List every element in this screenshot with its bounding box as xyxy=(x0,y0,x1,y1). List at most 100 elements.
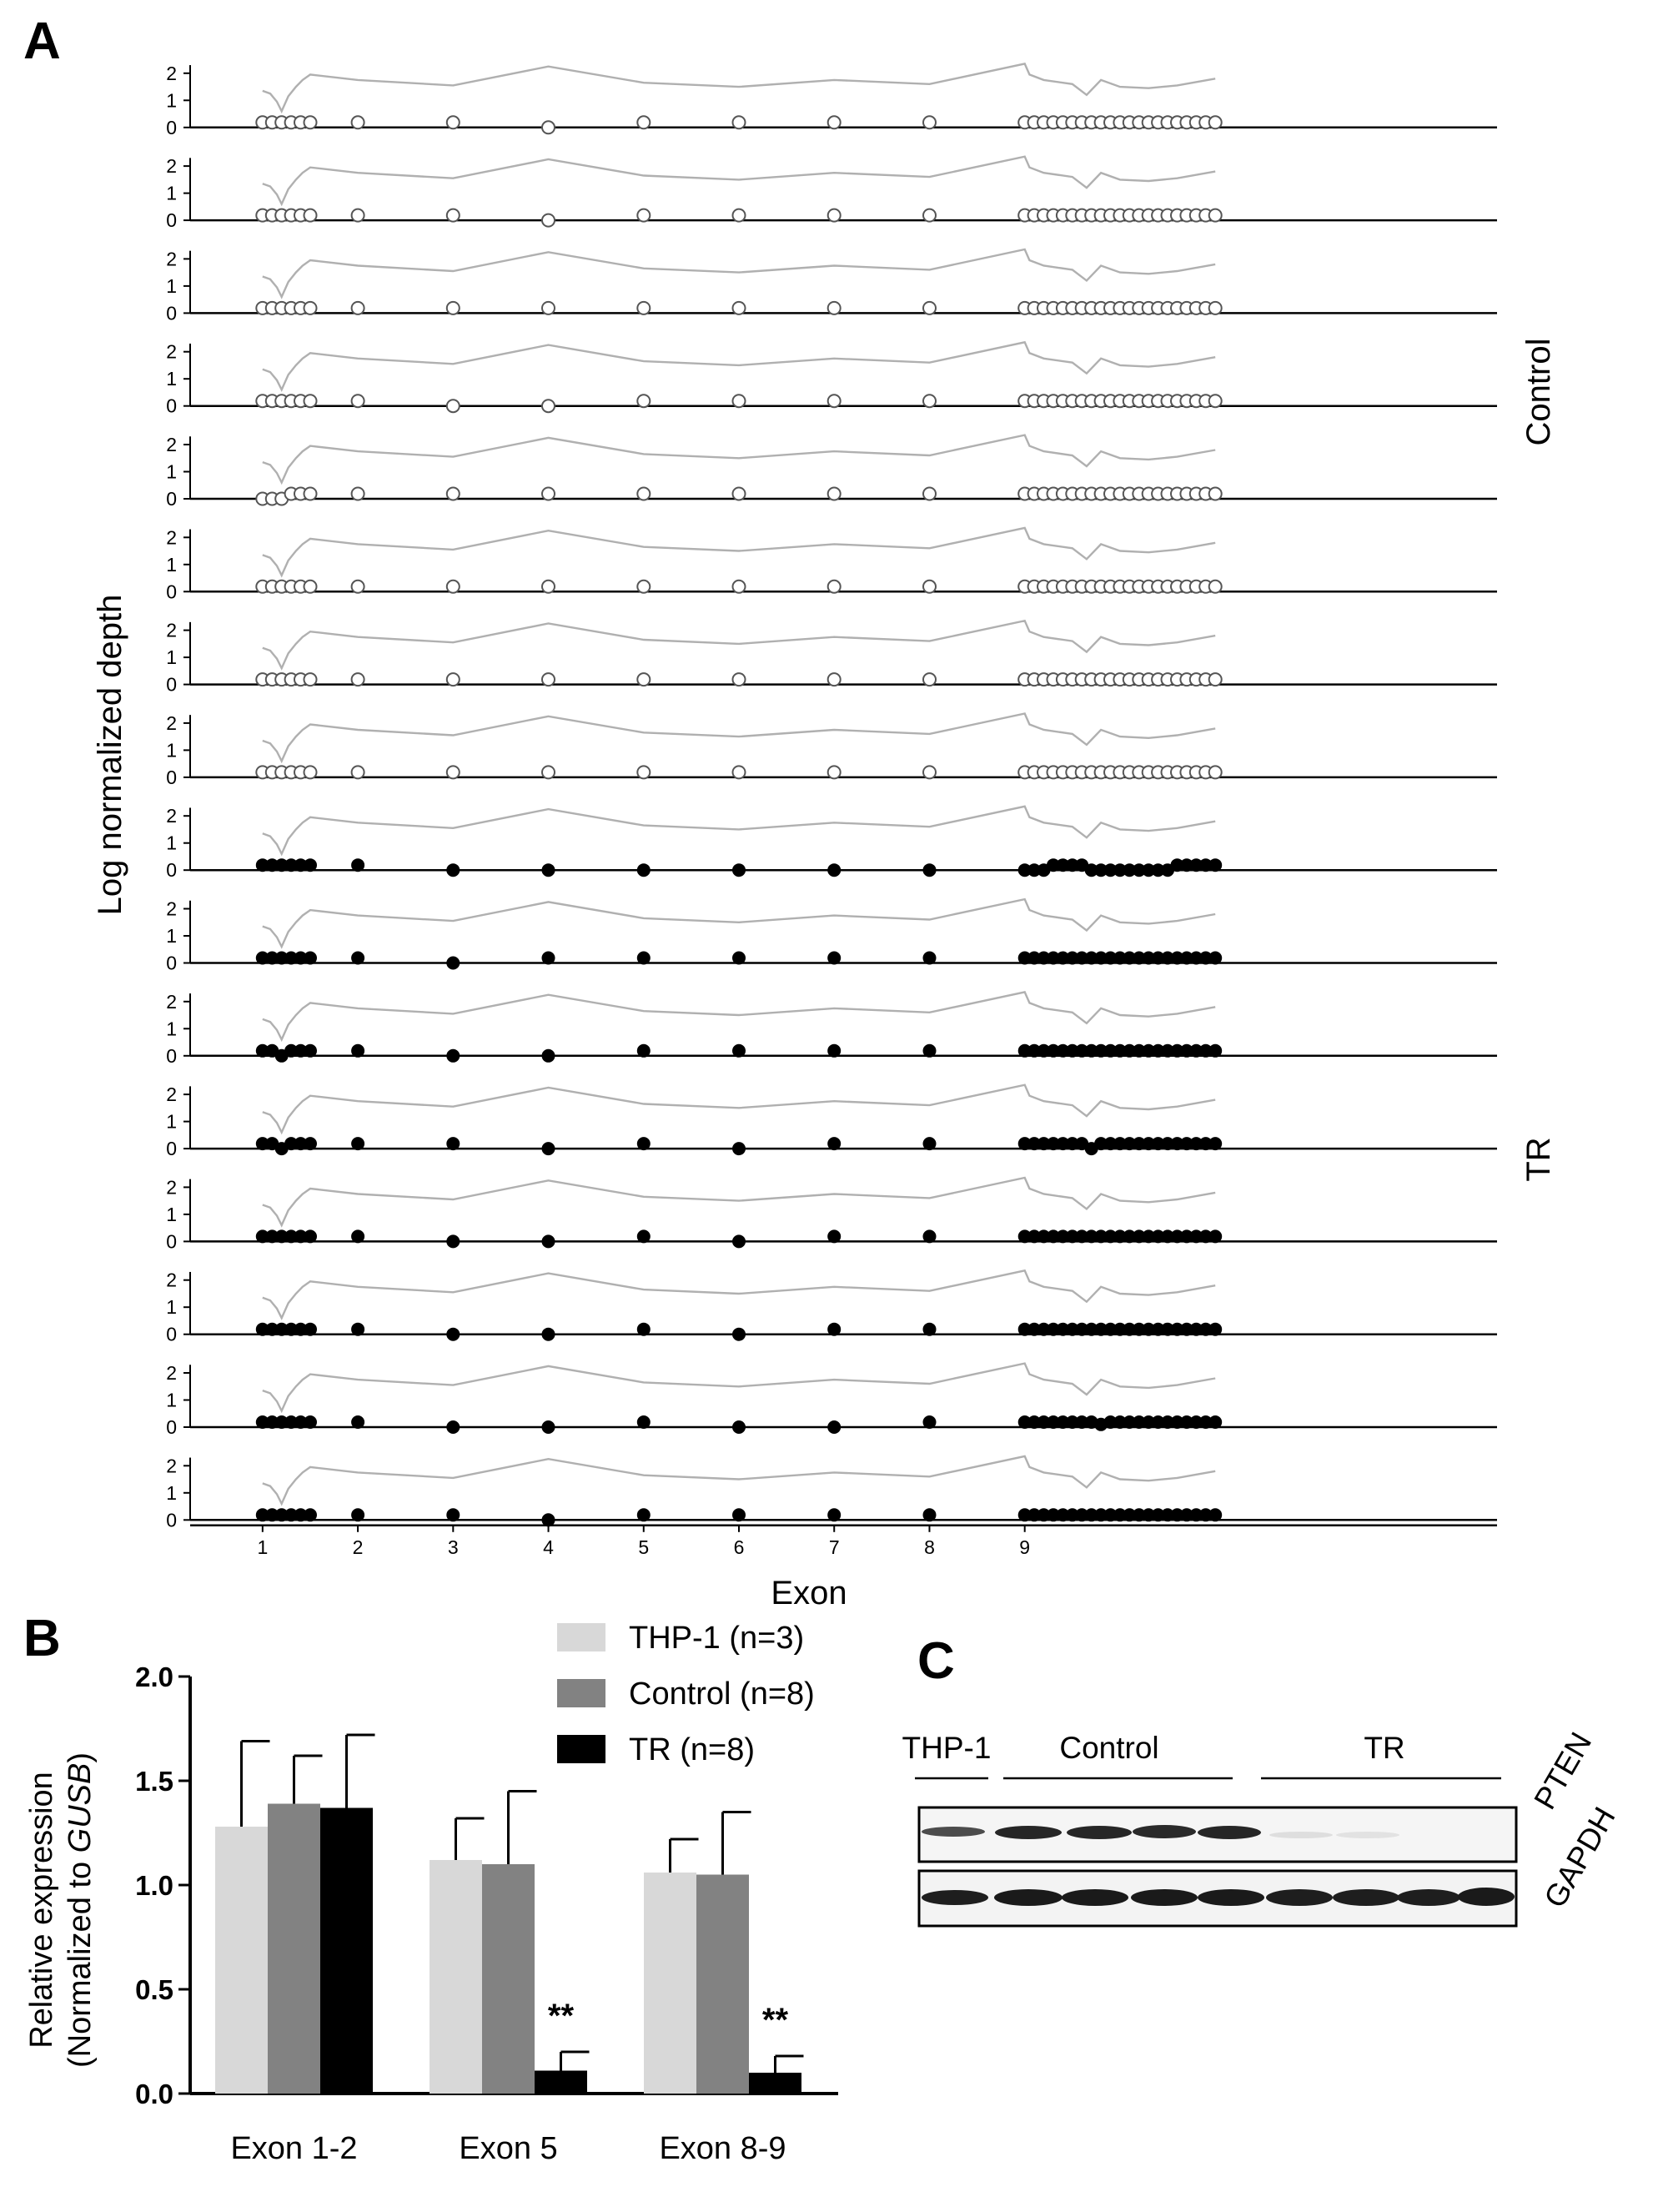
row-y-tick-label: 1 xyxy=(166,1204,177,1225)
reference-line xyxy=(262,155,1216,207)
pten-band xyxy=(1067,1826,1132,1839)
row-y-tick-label: 1 xyxy=(166,89,177,111)
bar-y-tick-label: 2.0 xyxy=(135,1662,173,1692)
bar-y-tick-label: 0.0 xyxy=(135,2079,173,2109)
depth-row-15: 0 1 2 xyxy=(166,1362,1497,1438)
panel-a-x-axis-title: Exon xyxy=(771,1575,847,1611)
row-y-tick-label: 2 xyxy=(166,1455,177,1476)
control-depth-point xyxy=(303,208,318,223)
y-title-suffix: ) xyxy=(63,1752,98,1763)
tr-depth-point xyxy=(732,1234,746,1249)
row-y-tick-label: 0 xyxy=(166,117,177,138)
control-depth-point xyxy=(350,394,365,409)
panel-a-y-axis-title: Log normalized depth xyxy=(92,595,128,916)
control-depth-point xyxy=(922,765,937,780)
control-depth-point xyxy=(731,300,746,315)
control-depth-point xyxy=(922,486,937,501)
legend-swatch xyxy=(557,1735,605,1763)
tr-depth-point xyxy=(446,1508,460,1522)
control-depth-point xyxy=(731,765,746,780)
control-depth-point xyxy=(922,300,937,315)
control-depth-point xyxy=(445,765,460,780)
significance-marker: ** xyxy=(548,1998,575,2034)
depth-row-1: 0 1 2 xyxy=(166,63,1497,138)
gapdh-band xyxy=(1198,1889,1264,1906)
depth-row-6: 0 1 2 xyxy=(166,526,1497,602)
control-depth-point xyxy=(541,399,555,414)
control-depth-point xyxy=(1208,672,1223,687)
gapdh-band xyxy=(1266,1889,1333,1906)
row-y-tick-label: 1 xyxy=(166,1296,177,1318)
reference-line xyxy=(262,991,1216,1043)
depth-row-10: 0 1 2 xyxy=(166,898,1497,974)
legend-label: Control (n=8) xyxy=(629,1677,815,1712)
tr-depth-point xyxy=(304,1508,317,1522)
control-depth-point xyxy=(303,579,318,594)
control-depth-point xyxy=(922,394,937,409)
tr-depth-point xyxy=(446,1137,460,1151)
depth-row-8: 0 1 2 xyxy=(166,712,1497,788)
tr-depth-point xyxy=(636,1415,651,1429)
tr-depth-point xyxy=(732,863,746,877)
reference-line xyxy=(262,1455,1216,1506)
row-y-tick-label: 1 xyxy=(166,275,177,297)
panel-c: C THP-1 Control TR PT xyxy=(902,1632,1622,1928)
row-y-tick-label: 0 xyxy=(166,767,177,788)
tr-depth-point xyxy=(446,1234,460,1249)
row-y-tick-label: 2 xyxy=(166,991,177,1013)
control-depth-point xyxy=(826,300,842,315)
control-depth-point xyxy=(541,213,555,228)
panel-a: A Log normalized depth Control TR 0 1 2 0 1 2… xyxy=(23,13,1557,1611)
row-y-tick-label: 1 xyxy=(166,1018,177,1039)
tr-depth-point xyxy=(1208,951,1223,965)
bar xyxy=(268,1803,320,2094)
reference-line xyxy=(262,526,1216,578)
row-y-tick-label: 0 xyxy=(166,674,177,696)
row-y-tick-label: 2 xyxy=(166,434,177,455)
tr-depth-point xyxy=(541,1142,555,1156)
control-depth-point xyxy=(731,394,746,409)
bar xyxy=(535,2070,587,2094)
control-depth-point xyxy=(1208,486,1223,501)
control-depth-point xyxy=(350,208,365,223)
control-depth-point xyxy=(731,208,746,223)
reference-line xyxy=(262,1083,1216,1135)
control-depth-point xyxy=(636,579,651,594)
tr-depth-point xyxy=(351,858,365,872)
row-y-tick-label: 1 xyxy=(166,1390,177,1411)
tr-depth-point xyxy=(351,951,365,965)
bar xyxy=(320,1807,373,2094)
tr-depth-point xyxy=(304,1137,317,1151)
tr-depth-point xyxy=(1208,1508,1223,1522)
control-depth-point xyxy=(445,579,460,594)
control-depth-point xyxy=(1208,765,1223,780)
control-depth-point xyxy=(541,300,555,315)
tr-depth-point xyxy=(351,1043,365,1058)
control-depth-point xyxy=(1208,394,1223,409)
row-y-tick-label: 1 xyxy=(166,1111,177,1133)
tr-depth-point xyxy=(922,1508,937,1522)
pten-band xyxy=(1198,1826,1261,1839)
gapdh-band xyxy=(922,1890,988,1905)
exon-tick-label: 8 xyxy=(924,1536,935,1558)
gapdh-band xyxy=(1333,1889,1399,1906)
control-depth-point xyxy=(350,765,365,780)
gapdh-band xyxy=(1062,1889,1128,1906)
control-depth-point xyxy=(303,672,318,687)
tr-depth-point xyxy=(827,1322,842,1336)
tr-depth-point xyxy=(922,1043,937,1058)
control-depth-point xyxy=(445,399,460,414)
tr-depth-point xyxy=(827,1420,842,1434)
depth-row-13: 0 1 2 xyxy=(166,1176,1497,1252)
control-depth-point xyxy=(636,765,651,780)
gapdh-band xyxy=(1458,1888,1515,1906)
tr-depth-point xyxy=(732,1043,746,1058)
row-y-tick-label: 0 xyxy=(166,1045,177,1067)
control-depth-point xyxy=(826,672,842,687)
control-depth-point xyxy=(445,115,460,130)
gapdh-band xyxy=(1131,1889,1198,1906)
tr-depth-point xyxy=(1208,1322,1223,1336)
gapdh-label: GAPDH xyxy=(1537,1802,1621,1913)
tr-depth-point xyxy=(636,863,651,877)
depth-rows: 0120120120120120120120120120120120120120… xyxy=(166,63,1497,1531)
